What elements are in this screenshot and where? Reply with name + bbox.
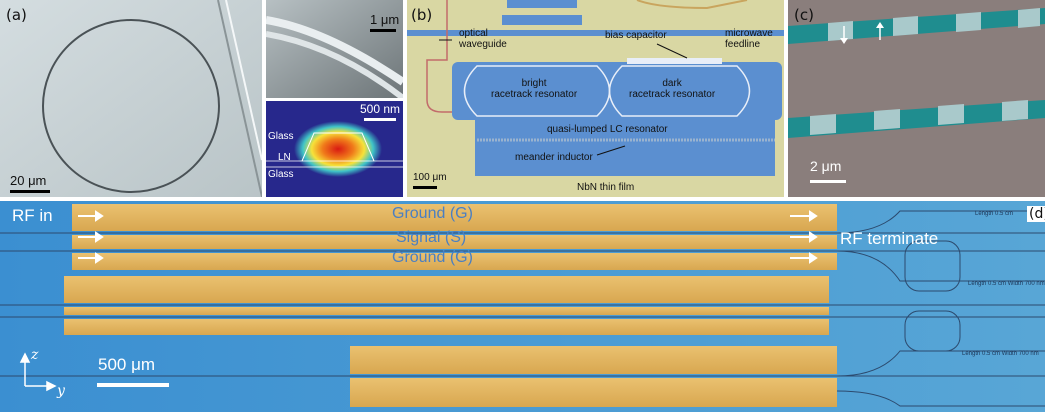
rf-in-label: RF in (12, 206, 53, 225)
optical-mode (294, 121, 382, 177)
waveguide-bend-4 (836, 390, 1045, 407)
panel-c-label: (c) (794, 6, 814, 24)
label-bias-capacitor: bias capacitor (605, 30, 667, 41)
waveguide-ridge-2 (266, 31, 403, 98)
rf-terminate-label: RF terminate (840, 229, 939, 248)
panel-c-scale-bar (810, 180, 846, 183)
inset-top-scale-label: 1 μm (370, 12, 400, 27)
ground-electrode-top-3 (350, 346, 837, 374)
panel-a-label: (a) (6, 6, 27, 24)
layer-glass-top: Glass (268, 131, 294, 142)
label-lc-resonator: quasi-lumped LC resonator (547, 124, 668, 135)
panel-a-inset-sem: 1 μm (266, 0, 403, 98)
ground-bottom-label: Ground (G) (392, 249, 473, 266)
panel-d-microscope-image (0, 201, 1045, 412)
panel-a-inset-mode: 500 nm Glass LN Glass (266, 101, 403, 197)
panel-c: (c) 2 μm (788, 0, 1045, 197)
axis-indicator (19, 352, 57, 392)
panel-a-scale-label: 20 μm (10, 173, 47, 188)
dark-racetrack (608, 65, 751, 117)
ground-electrode-bottom-1 (72, 253, 837, 270)
bias-capacitor-shape (627, 58, 722, 64)
ground-electrode-top-2 (64, 276, 829, 303)
panel-b: (b) optical waveguide bias capacitor mic… (407, 0, 784, 197)
axis-y-label: y (57, 383, 65, 399)
label-dark-resonator: dark racetrack resonator (629, 78, 716, 100)
panel-c-scale-label: 2 μm (810, 158, 842, 174)
signal-electrode-1 (72, 235, 837, 249)
note-length-1: Length 0.5 cm (975, 211, 1014, 217)
waveguide-outline (301, 132, 375, 162)
note-length-2: Length 0.5 cm Width 700 nm (968, 281, 1045, 287)
panel-a: (a) 20 μm (0, 0, 262, 197)
waveguide-bend-2 (836, 250, 1045, 282)
label-meander-inductor: meander inductor (515, 152, 593, 163)
axis-z-label: z (31, 347, 39, 363)
label-microwave-feedline: microwave feedline (725, 28, 773, 50)
panel-d: (d) RF in Ground (G) Signal (S) Ground (… (0, 201, 1045, 412)
signal-label: Signal (S) (396, 229, 467, 246)
bright-racetrack (463, 65, 611, 117)
label-nbn-film: NbN thin film (577, 182, 635, 193)
waveguide-ridge (266, 16, 403, 86)
panel-b-scale-label: 100 μm (413, 172, 447, 183)
ground-top-label: Ground (G) (392, 205, 473, 222)
layer-glass-bottom: Glass (268, 169, 294, 180)
panel-d-scale-label: 500 μm (98, 355, 156, 374)
inset-bottom-scale-bar (364, 118, 396, 121)
ground-electrode-bottom-2 (64, 319, 829, 335)
waveguide-bend-3 (836, 350, 1045, 377)
panel-d-label: (d) (1027, 206, 1045, 222)
ring-resonator (42, 19, 220, 193)
inset-top-scale-bar (370, 29, 396, 32)
label-bright-resonator: bright racetrack resonator (491, 78, 578, 100)
panel-b-label: (b) (411, 6, 433, 24)
rf-in-arrows (78, 210, 104, 264)
panel-b-scale-bar (413, 186, 437, 189)
waveguide-bend-1 (836, 210, 1045, 234)
taper-box-1 (904, 240, 961, 292)
layer-ln: LN (278, 152, 291, 163)
inset-bottom-scale-label: 500 nm (360, 102, 401, 116)
rf-out-arrows (790, 210, 818, 264)
panel-b-optical-image (407, 0, 784, 197)
signal-electrode-2 (64, 307, 829, 315)
optical-waveguide-line (426, 0, 477, 113)
note-length-3: Length 0.5 cm Width 700 nm (962, 351, 1039, 357)
panel-a-scale-bar (10, 190, 50, 193)
panel-c-sem-image (788, 0, 1045, 197)
label-optical-waveguide: optical waveguide (459, 28, 507, 50)
bus-waveguide-1 (217, 0, 262, 197)
panel-d-scale-bar (97, 383, 169, 387)
panel-a-sem-image (0, 0, 262, 197)
bus-waveguide-2 (225, 0, 262, 161)
ground-electrode-top-1 (72, 204, 837, 231)
ground-electrode-bottom-3 (350, 378, 837, 407)
